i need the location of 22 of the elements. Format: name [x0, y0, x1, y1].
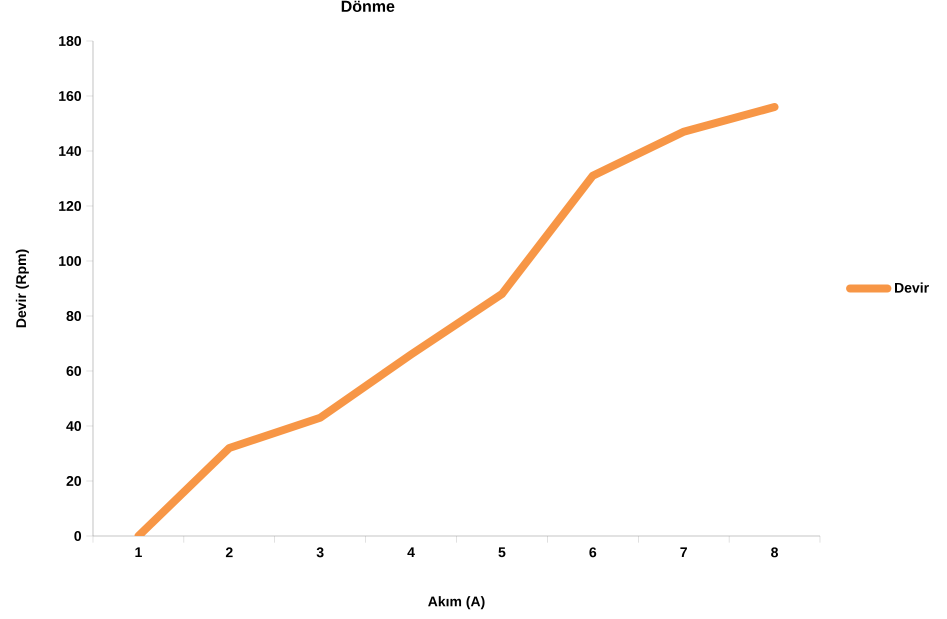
legend-label: Devir — [895, 282, 929, 293]
y-tick-label: 0 — [74, 531, 82, 541]
x-tick-label: 1 — [135, 547, 142, 558]
y-axis-title: Devir (Rpm) — [16, 250, 29, 328]
x-tick-label: 7 — [680, 547, 687, 558]
x-tick-label: 8 — [771, 547, 778, 558]
y-tick-label: 120 — [59, 201, 82, 211]
x-tick-label: 5 — [498, 547, 506, 558]
x-tick-label: 3 — [316, 547, 324, 558]
x-tick-label: 4 — [407, 547, 415, 558]
y-tick-label: 160 — [59, 91, 82, 101]
y-tick-label: 180 — [59, 36, 82, 46]
y-tick-label: 60 — [66, 366, 82, 376]
x-axis-title: Akım (A) — [428, 596, 485, 610]
y-tick-label: 80 — [66, 311, 82, 321]
y-tick-label: 140 — [59, 146, 82, 156]
x-tick-label: 2 — [226, 547, 233, 558]
chart-title: Dönme — [342, 0, 394, 12]
y-tick-label: 40 — [66, 421, 82, 431]
y-tick-label: 100 — [59, 256, 82, 266]
y-tick-label: 20 — [66, 476, 82, 486]
x-tick-label: 6 — [589, 547, 596, 558]
